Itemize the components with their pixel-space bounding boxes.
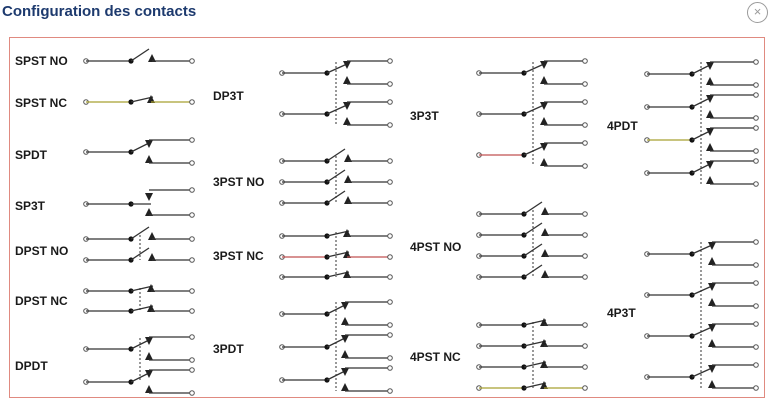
contact-dpst-nc[interactable]: DPST NC <box>15 284 195 314</box>
contact-label: 4PST NO <box>410 240 461 254</box>
close-button[interactable]: × <box>747 2 768 23</box>
contact-label: 4PST NC <box>410 350 461 364</box>
contact-3p3t[interactable]: 3P3T <box>410 58 588 169</box>
contact-dp3t[interactable]: DP3T <box>213 58 393 128</box>
contact-3pst-nc[interactable]: 3PST NC <box>213 229 393 280</box>
dialog-title: Configuration des contacts <box>2 3 197 20</box>
contact-4p3t[interactable]: 4P3T <box>607 239 759 391</box>
contact-label: SPST NO <box>15 54 68 68</box>
contact-spst-no[interactable]: SPST NO <box>15 48 195 68</box>
contact-label: SPST NC <box>15 96 67 110</box>
contact-label: 4PDT <box>607 119 638 133</box>
contact-label: 3PST NO <box>213 175 264 189</box>
contact-dpst-no[interactable]: DPST NO <box>15 226 195 263</box>
contact-4pst-nc[interactable]: 4PST NC <box>410 318 588 391</box>
contact-4pdt[interactable]: 4PDT <box>607 59 759 187</box>
contact-4pst-no[interactable]: 4PST NO <box>410 201 588 280</box>
contact-spdt[interactable]: SPDT <box>15 137 195 166</box>
close-icon: × <box>753 4 762 19</box>
contact-label: 3P3T <box>410 109 439 123</box>
contact-spst-nc[interactable]: SPST NC <box>15 95 195 110</box>
contact-label: 4P3T <box>607 306 636 320</box>
contact-label: 3PDT <box>213 342 244 356</box>
contact-label: DPST NC <box>15 294 68 308</box>
contact-label: 3PST NC <box>213 249 264 263</box>
contact-3pdt[interactable]: 3PDT <box>213 299 393 394</box>
contact-dpdt[interactable]: DPDT <box>15 334 195 396</box>
contact-diagrams: SPST NO SPST NC SPDT SP3T DPST NO DPST NC DPDT… <box>15 48 759 396</box>
contact-label: DPST NO <box>15 244 68 258</box>
contact-3pst-no[interactable]: 3PST NO <box>213 148 393 206</box>
contact-label: SPDT <box>15 148 48 162</box>
contact-label: DPDT <box>15 359 48 373</box>
contact-label: DP3T <box>213 89 244 103</box>
contact-label: SP3T <box>15 199 46 213</box>
contact-config-panel: SPST NO SPST NC SPDT SP3T DPST NO DPST NC DPDT… <box>9 37 765 398</box>
contact-sp3t[interactable]: SP3T <box>15 187 195 218</box>
